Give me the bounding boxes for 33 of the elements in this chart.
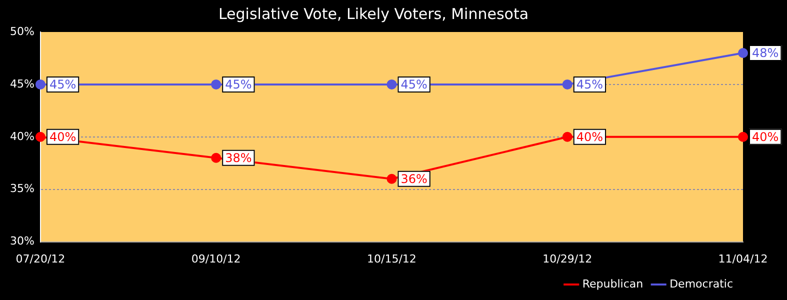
y-tick-label: 30% [10, 234, 34, 248]
x-tick-label: 07/20/12 [16, 252, 66, 266]
data-label: 45% [576, 78, 604, 92]
point [211, 79, 222, 90]
data-label: 40% [752, 130, 779, 144]
y-tick-label: 50% [10, 24, 34, 38]
x-tick-label: 09/10/12 [191, 252, 241, 266]
point [738, 132, 748, 142]
point [386, 79, 397, 90]
data-label: 38% [225, 151, 252, 166]
data-label: 40% [576, 130, 604, 144]
data-label: 36% [400, 172, 428, 186]
y-tick-label: 45% [10, 77, 34, 90]
legend-label: Democratic [670, 277, 734, 290]
data-label: 45% [225, 78, 252, 92]
point [35, 79, 46, 90]
chart-title: Legislative Vote, Likely Voters, Minnesota [218, 4, 529, 23]
x-tick-label: 10/29/12 [542, 252, 592, 266]
x-tick-label: 11/04/12 [718, 252, 768, 266]
point [211, 152, 222, 163]
point [562, 132, 572, 142]
x-tick-label: 10/15/12 [367, 252, 416, 266]
y-tick-label: 35% [10, 182, 34, 196]
data-label: 45% [400, 78, 428, 92]
y-tick-label: 40% [10, 130, 34, 143]
point [562, 79, 572, 90]
legend-label: Republican [582, 277, 644, 290]
data-label: 45% [49, 78, 76, 92]
point [35, 132, 46, 142]
data-label: 48% [752, 46, 779, 60]
data-label: 40% [49, 130, 76, 144]
point [386, 174, 397, 184]
point [738, 48, 748, 58]
